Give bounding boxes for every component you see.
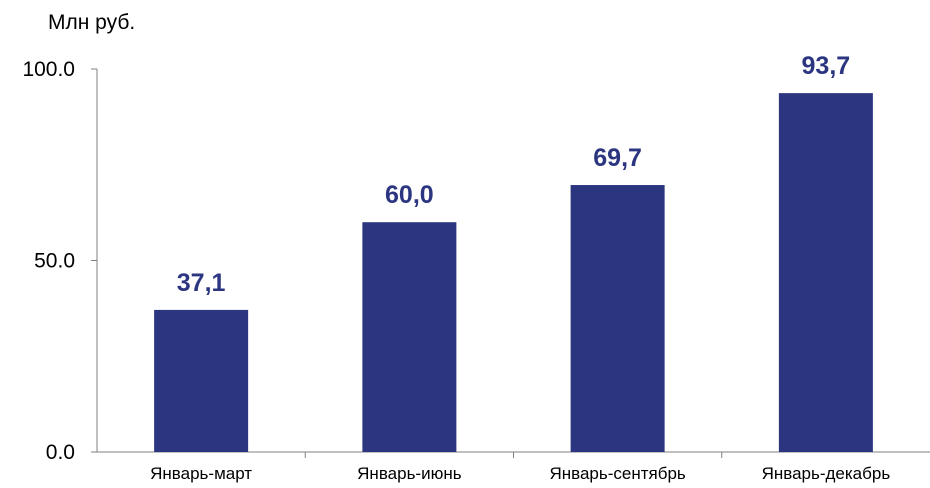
x-category-label: Январь-июнь <box>357 464 462 483</box>
data-label: 60,0 <box>385 181 434 209</box>
y-tick-label: 0.0 <box>46 441 75 464</box>
labels: 37,1 Январь-март 60,0 Январь-июнь 69,7 Январь… <box>150 52 890 483</box>
bar <box>154 309 249 452</box>
y-tick-label: 100.0 <box>22 58 75 81</box>
bar <box>778 93 873 452</box>
y-axis-unit-label: Млн руб. <box>48 11 135 34</box>
data-label: 37,1 <box>177 269 226 297</box>
data-label: 69,7 <box>593 144 642 172</box>
data-label: 93,7 <box>802 52 851 80</box>
bar <box>362 222 457 452</box>
bars <box>154 93 873 452</box>
x-category-label: Январь-март <box>150 464 252 483</box>
y-tick-label: 50.0 <box>34 250 75 273</box>
x-category-label: Январь-декабрь <box>762 464 891 483</box>
x-category-label: Январь-сентябрь <box>549 464 685 483</box>
bar <box>570 185 665 452</box>
